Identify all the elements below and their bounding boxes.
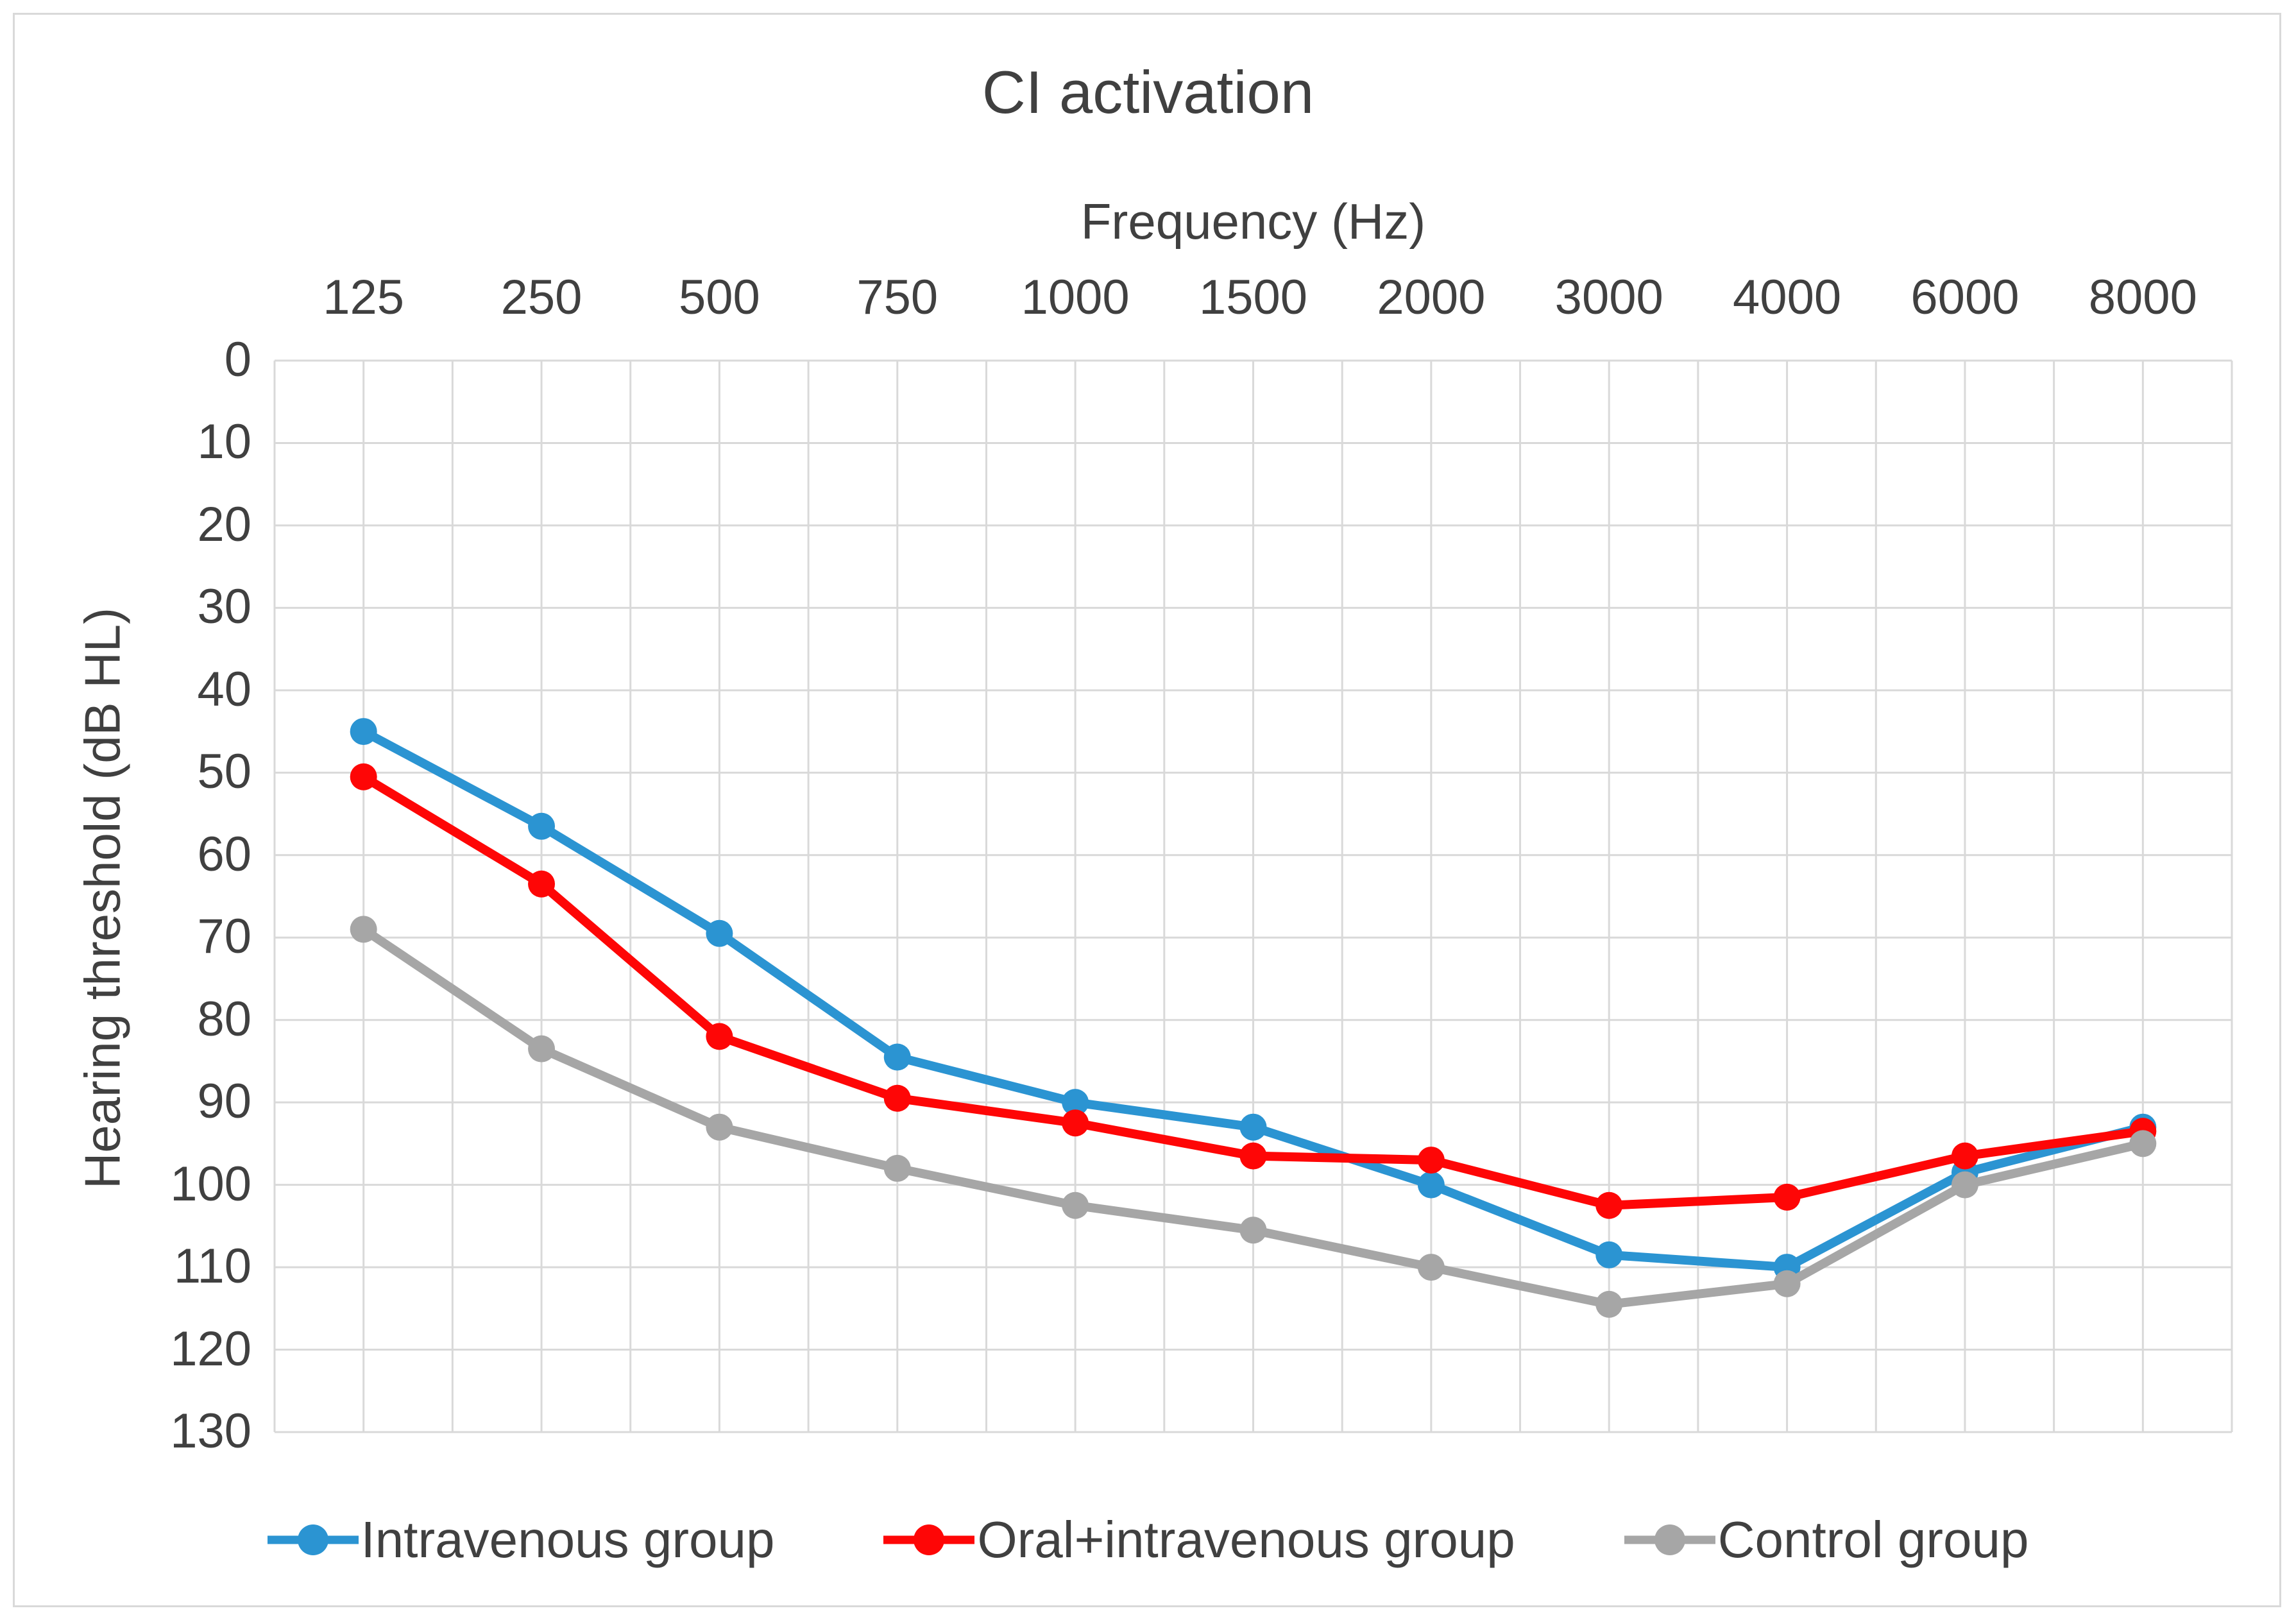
data-point-marker: [1595, 1191, 1623, 1219]
data-point-marker: [883, 1043, 911, 1071]
series-oral-intravenous-group: [350, 763, 2157, 1219]
gridlines: [273, 359, 2233, 1433]
data-point-marker: [706, 919, 733, 947]
legend-label: Control group: [1717, 1511, 2029, 1568]
data-point-marker: [1239, 1142, 1267, 1170]
y-tick-label-50: 50: [197, 744, 251, 799]
line-dot-marker-icon: [1624, 1509, 1715, 1571]
data-point-marker: [528, 812, 556, 840]
y-tick-label-60: 60: [197, 826, 251, 882]
data-point-marker: [883, 1084, 911, 1112]
legend-item-intravenous-group: Intravenous group: [267, 1509, 775, 1571]
y-tick-label-100: 100: [170, 1156, 251, 1211]
data-point-marker: [706, 1023, 733, 1050]
x-tick-label-750: 750: [856, 270, 939, 325]
data-point-marker: [2129, 1130, 2157, 1157]
data-point-marker: [1951, 1171, 1978, 1199]
legend-label: Intravenous group: [361, 1511, 775, 1568]
data-point-marker: [1417, 1254, 1445, 1281]
data-point-marker: [1417, 1171, 1445, 1199]
data-point-marker: [1062, 1109, 1089, 1137]
data-point-marker: [350, 718, 377, 746]
line-dot-marker-icon: [267, 1509, 359, 1571]
y-tick-label-40: 40: [197, 662, 251, 717]
data-point-marker: [1773, 1183, 1801, 1211]
data-point-marker: [528, 870, 556, 898]
x-tick-label-8000: 8000: [2088, 270, 2197, 325]
x-tick-label-2000: 2000: [1377, 270, 1486, 325]
x-tick-label-500: 500: [679, 270, 760, 325]
data-point-marker: [350, 763, 377, 790]
y-tick-label-110: 110: [173, 1238, 251, 1293]
data-point-marker: [1595, 1290, 1623, 1318]
x-tick-label-250: 250: [500, 270, 583, 325]
y-tick-label-90: 90: [197, 1073, 251, 1129]
data-point-marker: [1773, 1270, 1801, 1297]
y-tick-label-130: 130: [170, 1403, 251, 1458]
x-tick-label-125: 125: [323, 270, 405, 325]
data-point-marker: [1062, 1191, 1089, 1219]
series-control-group: [350, 916, 2157, 1318]
x-tick-label-3000: 3000: [1554, 270, 1663, 325]
chart-border-frame: [13, 13, 2281, 1607]
x-axis-title: Frequency (Hz): [1080, 193, 1426, 250]
chart-title: CI activation: [982, 58, 1314, 126]
y-tick-label-10: 10: [197, 414, 251, 470]
data-point-marker: [1951, 1142, 1978, 1170]
data-point-marker: [706, 1113, 733, 1141]
x-tick-label-1000: 1000: [1021, 270, 1130, 325]
y-tick-label-70: 70: [197, 909, 251, 964]
legend-label: Oral+intravenous group: [977, 1511, 1515, 1568]
legend-item-oral-intravenous-group: Oral+intravenous group: [883, 1509, 1515, 1571]
data-point-marker: [1417, 1147, 1445, 1174]
y-tick-label-120: 120: [170, 1321, 251, 1376]
x-tick-label-4000: 4000: [1733, 270, 1842, 325]
y-tick-label-30: 30: [197, 579, 251, 635]
data-point-marker: [350, 916, 377, 943]
legend-item-control-group: Control group: [1624, 1509, 2029, 1571]
data-point-marker: [1239, 1216, 1267, 1244]
data-point-marker: [883, 1154, 911, 1182]
line-dot-marker-icon: [883, 1509, 975, 1571]
y-tick-label-20: 20: [197, 497, 251, 552]
data-point-marker: [1062, 1089, 1089, 1116]
data-point-marker: [1239, 1113, 1267, 1141]
data-point-marker: [1595, 1241, 1623, 1268]
y-tick-label-80: 80: [197, 991, 251, 1046]
data-point-marker: [528, 1035, 556, 1063]
legend: Intravenous group Oral+intravenous group…: [13, 1509, 2283, 1571]
x-tick-label-6000: 6000: [1910, 270, 2020, 325]
y-tick-label-0: 0: [224, 332, 251, 387]
x-tick-label-1500: 1500: [1198, 270, 1308, 325]
